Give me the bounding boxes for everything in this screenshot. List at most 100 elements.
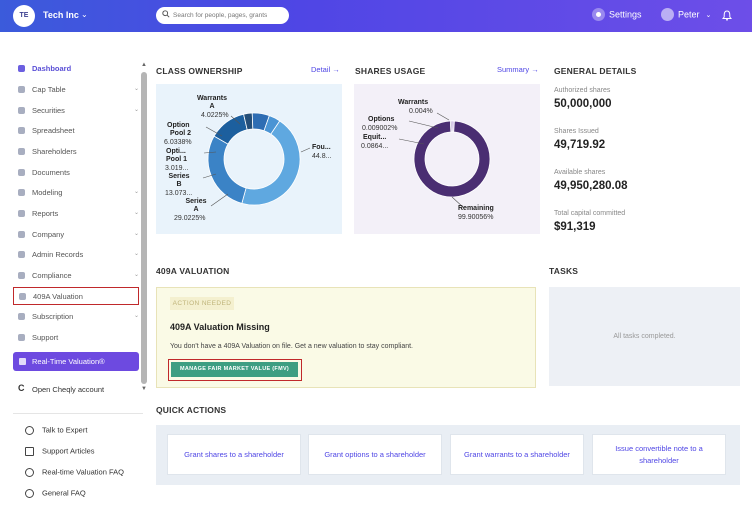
sidebar-item-documents[interactable]: Documents	[13, 164, 139, 182]
shareholders-icon	[18, 148, 25, 155]
shares-usage-donut-chart	[398, 112, 491, 209]
label-name: B	[176, 181, 182, 189]
fmv-button-highlight: MANAGE FAIR MARKET VALUE (FMV)	[168, 359, 302, 381]
class-ownership-detail-link[interactable]: Detail →	[311, 65, 340, 74]
sidebar-item-support[interactable]: Support	[13, 329, 139, 347]
shares-usage-title: SHARES USAGE	[355, 66, 426, 76]
sidebar-item-label: Securities	[32, 106, 65, 115]
chart-label-options: Options	[368, 116, 394, 124]
chart-label-option-pool-2: Option Pool 2	[167, 122, 191, 138]
top-bar: TE Tech Inc ⌄ Settings Peter ⌄	[0, 0, 752, 32]
scroll-up-icon[interactable]: ▲	[141, 62, 147, 68]
shares-usage-summary-link[interactable]: Summary →	[497, 65, 539, 74]
chart-label-option-pool-1: Opti... Pool 1	[166, 148, 187, 164]
reports-icon	[18, 210, 25, 217]
sidebar-scrollbar[interactable]: ▲ ▼	[140, 62, 148, 397]
chart-icon	[19, 358, 26, 365]
grant-shares-action[interactable]: Grant shares to a shareholder	[167, 434, 301, 475]
sidebar-item-reports[interactable]: Reports ⌄	[13, 205, 139, 223]
class-ownership-panel: Warrants A 4.0225% Option Pool 2 6.0338% O…	[156, 84, 342, 234]
documents-icon	[18, 169, 25, 176]
sidebar-item-label: Modeling	[32, 188, 63, 197]
user-avatar-icon	[661, 8, 674, 21]
help-link-realtime-faq[interactable]: Real-time Valuation FAQ	[25, 467, 124, 477]
subscription-icon	[18, 313, 25, 320]
shares-issued-label: Shares Issued	[554, 128, 599, 135]
valuation-section-title: 409A VALUATION	[156, 266, 230, 276]
sidebar-item-cap-table[interactable]: Cap Table ⌄	[13, 81, 139, 99]
donut-slice-remaining[interactable]	[413, 120, 491, 198]
chevron-down-icon: ⌄	[133, 107, 139, 113]
tasks-panel: All tasks completed.	[549, 287, 740, 386]
donut-slice-warrants[interactable]	[452, 120, 455, 133]
sidebar-item-label: Subscription	[32, 312, 74, 321]
available-shares-label: Available shares	[554, 169, 606, 176]
chart-label-equity: Equit...	[363, 134, 386, 142]
label-name: Fou...	[312, 144, 331, 151]
spreadsheet-icon	[18, 127, 25, 134]
sidebar-item-shareholders[interactable]: Shareholders	[13, 143, 139, 161]
sidebar-item-admin-records[interactable]: Admin Records ⌄	[13, 246, 139, 264]
leader-line	[202, 173, 217, 179]
general-details-title: GENERAL DETAILS	[554, 66, 637, 76]
help-link-label: Talk to Expert	[42, 425, 88, 435]
sidebar-item-409a-valuation[interactable]: 409A Valuation	[13, 287, 139, 305]
sidebar-item-spreadsheet[interactable]: Spreadsheet	[13, 122, 139, 140]
valuation-icon	[19, 293, 26, 300]
help-link-general-faq[interactable]: General FAQ	[25, 488, 86, 498]
donut-slice-warrants-a[interactable]	[263, 115, 281, 135]
help-link-talk-to-expert[interactable]: Talk to Expert	[25, 425, 87, 435]
settings-button[interactable]: Settings	[592, 8, 642, 21]
label-name: A	[193, 206, 199, 214]
user-name: Peter	[678, 9, 700, 20]
sidebar-item-subscription[interactable]: Subscription ⌄	[13, 308, 139, 326]
leader-line	[210, 193, 229, 207]
chart-label-warrants-pct: 0.004%	[409, 108, 433, 115]
company-switcher[interactable]: Tech Inc	[43, 10, 79, 20]
chevron-down-icon: ⌄	[133, 313, 139, 319]
manage-fmv-button[interactable]: MANAGE FAIR MARKET VALUE (FMV)	[171, 362, 298, 377]
authorized-shares-label: Authorized shares	[554, 87, 611, 94]
shares-issued-value: 49,719.92	[554, 139, 606, 151]
donut-slice-series-a[interactable]	[207, 135, 247, 204]
sidebar-item-modeling[interactable]: Modeling ⌄	[13, 184, 139, 202]
company-avatar[interactable]: TE	[13, 5, 35, 27]
chevron-down-icon[interactable]: ⌄	[81, 10, 88, 19]
sidebar-item-securities[interactable]: Securities ⌄	[13, 102, 139, 120]
realtime-valuation-button[interactable]: Real-Time Valuation®	[13, 352, 139, 371]
label-name: Option	[167, 122, 190, 129]
chart-label-remaining-pct: 99.90056%	[458, 214, 494, 221]
help-link-support-articles[interactable]: Support Articles	[25, 446, 95, 456]
sidebar-item-dashboard[interactable]: Dashboard	[13, 60, 139, 78]
grant-warrants-action[interactable]: Grant warrants to a shareholder	[450, 434, 584, 475]
tasks-empty-text: All tasks completed.	[613, 333, 676, 340]
chart-label-warrants: Warrants	[398, 99, 428, 107]
search-box[interactable]	[156, 7, 289, 24]
label-name: Pool 1	[166, 156, 188, 164]
grant-options-action[interactable]: Grant options to a shareholder	[308, 434, 442, 475]
chevron-down-icon: ⌄	[133, 251, 139, 257]
leader-line	[408, 120, 439, 129]
scroll-thumb[interactable]	[141, 72, 147, 384]
sidebar-item-company[interactable]: Company ⌄	[13, 226, 139, 244]
help-link-label: Real-time Valuation FAQ	[42, 467, 124, 477]
arrow-right-icon: →	[531, 65, 539, 74]
chart-label-series-a-pct: 29.0225%	[174, 215, 206, 222]
sidebar-item-label: Shareholders	[32, 147, 77, 156]
chart-label-remaining: Remaining	[458, 205, 494, 213]
help-circle-icon	[25, 488, 34, 498]
label-name: Warrants	[196, 95, 228, 102]
company-icon	[18, 231, 25, 238]
user-menu[interactable]: Peter ⌄	[661, 8, 711, 21]
scroll-down-icon[interactable]: ▼	[141, 386, 147, 392]
gear-icon	[592, 8, 605, 21]
issue-convertible-note-action[interactable]: Issue convertible note to a shareholder	[592, 434, 726, 475]
search-input[interactable]	[173, 9, 283, 22]
chart-label-equity-pct: 0.0864...	[361, 143, 389, 150]
open-cheqly-link[interactable]: C Open Cheqly account	[13, 381, 139, 399]
cap-table-icon	[18, 86, 25, 93]
leader-line	[300, 147, 311, 153]
sidebar-item-compliance[interactable]: Compliance ⌄	[13, 267, 139, 285]
bell-icon[interactable]	[722, 10, 732, 21]
class-ownership-title: CLASS OWNERSHIP	[156, 66, 243, 76]
